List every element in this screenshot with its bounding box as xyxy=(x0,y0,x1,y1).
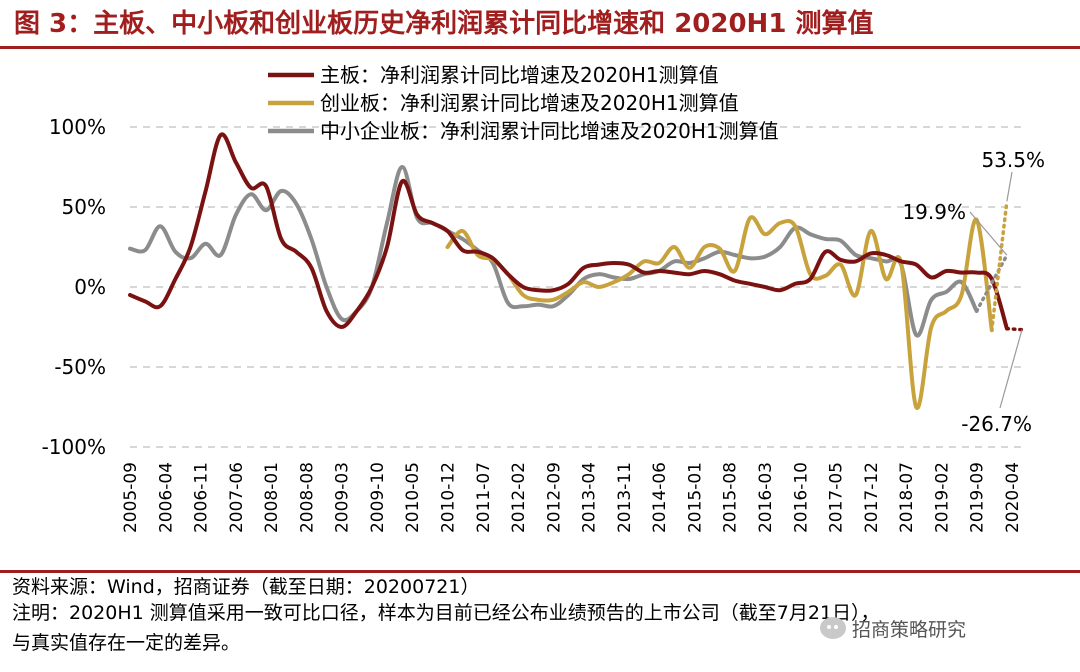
x-tick-label: 2008-08 xyxy=(297,462,317,533)
x-tick-label: 2017-12 xyxy=(862,462,882,533)
projection-line xyxy=(1005,326,1024,332)
x-tick-label: 2014-06 xyxy=(650,462,670,533)
x-tick-label: 2015-08 xyxy=(721,462,741,533)
x-tick-label: 2005-09 xyxy=(121,462,141,533)
footer-rule xyxy=(0,570,1080,573)
x-tick-label: 2010-12 xyxy=(438,462,458,533)
annotation-leader xyxy=(1006,171,1013,202)
x-tick-label: 2016-03 xyxy=(756,462,776,533)
watermark: 招商策略研究 xyxy=(820,613,966,643)
x-tick-label: 2009-03 xyxy=(333,462,353,533)
remark-line-2: 与真实值存在一定的差异。 xyxy=(12,632,241,654)
x-tick-label: 2013-11 xyxy=(615,462,635,533)
x-tick-label: 2013-04 xyxy=(580,462,600,533)
annotation-leader xyxy=(969,211,1008,256)
y-tick-label: 0% xyxy=(74,275,106,299)
y-tick-label: -100% xyxy=(42,435,106,459)
x-tick-label: 2019-09 xyxy=(968,462,988,533)
legend-label: 创业板：净利润累计同比增速及2020H1测算值 xyxy=(320,91,739,115)
y-tick-label: 50% xyxy=(62,195,106,219)
x-tick-label: 2010-05 xyxy=(403,462,423,533)
x-tick-label: 2007-06 xyxy=(227,462,247,533)
series-line xyxy=(128,132,1009,331)
remark-line-1: 注明：2020H1 测算值采用一致可比口径，样本为目前已经公布业绩预告的上市公司… xyxy=(12,602,880,624)
x-tick-label: 2011-07 xyxy=(474,462,494,533)
line-chart: 100% 50% 0% -50% -100% 2005-09 2006-04 2006-11… xyxy=(42,63,1045,533)
source-note: 资料来源：Wind，招商证券（截至日期：20200721） xyxy=(12,576,480,598)
watermark-label: 招商策略研究 xyxy=(852,618,967,641)
x-tick-label: 2016-10 xyxy=(791,462,811,533)
x-tick-label: 2018-07 xyxy=(897,462,917,533)
legend-label: 主板：净利润累计同比增速及2020H1测算值 xyxy=(320,63,719,87)
annotation-leader xyxy=(999,329,1023,409)
x-tick-label: 2012-09 xyxy=(544,462,564,533)
wechat-icon xyxy=(820,617,846,639)
figure-title: 图 3：主板、中小板和创业板历史净利润累计同比增速和 2020H1 测算值 xyxy=(14,9,874,39)
series-line xyxy=(128,164,979,338)
x-tick-label: 2006-11 xyxy=(192,462,212,533)
annotation-label: 19.9% xyxy=(902,200,966,224)
y-tick-label: 100% xyxy=(49,115,106,139)
legend-label: 中小企业板：净利润累计同比增速及2020H1测算值 xyxy=(320,119,779,143)
x-tick-label: 2020-04 xyxy=(1003,462,1023,533)
annotation-label: 53.5% xyxy=(981,148,1045,172)
x-tick-label: 2009-10 xyxy=(368,462,388,533)
x-tick-label: 2017-05 xyxy=(827,462,847,533)
projection-line xyxy=(990,199,1009,332)
series-line xyxy=(445,215,994,410)
x-tick-label: 2006-04 xyxy=(156,462,176,533)
x-tick-label: 2012-02 xyxy=(509,462,529,533)
x-tick-label: 2015-01 xyxy=(685,462,705,533)
x-tick-label: 2008-01 xyxy=(262,462,282,533)
x-tick-label: 2019-02 xyxy=(932,462,952,533)
annotation-label: -26.7% xyxy=(961,412,1032,436)
title-rule xyxy=(0,46,1080,49)
y-tick-label: -50% xyxy=(54,355,106,379)
projection-line xyxy=(974,253,1009,313)
